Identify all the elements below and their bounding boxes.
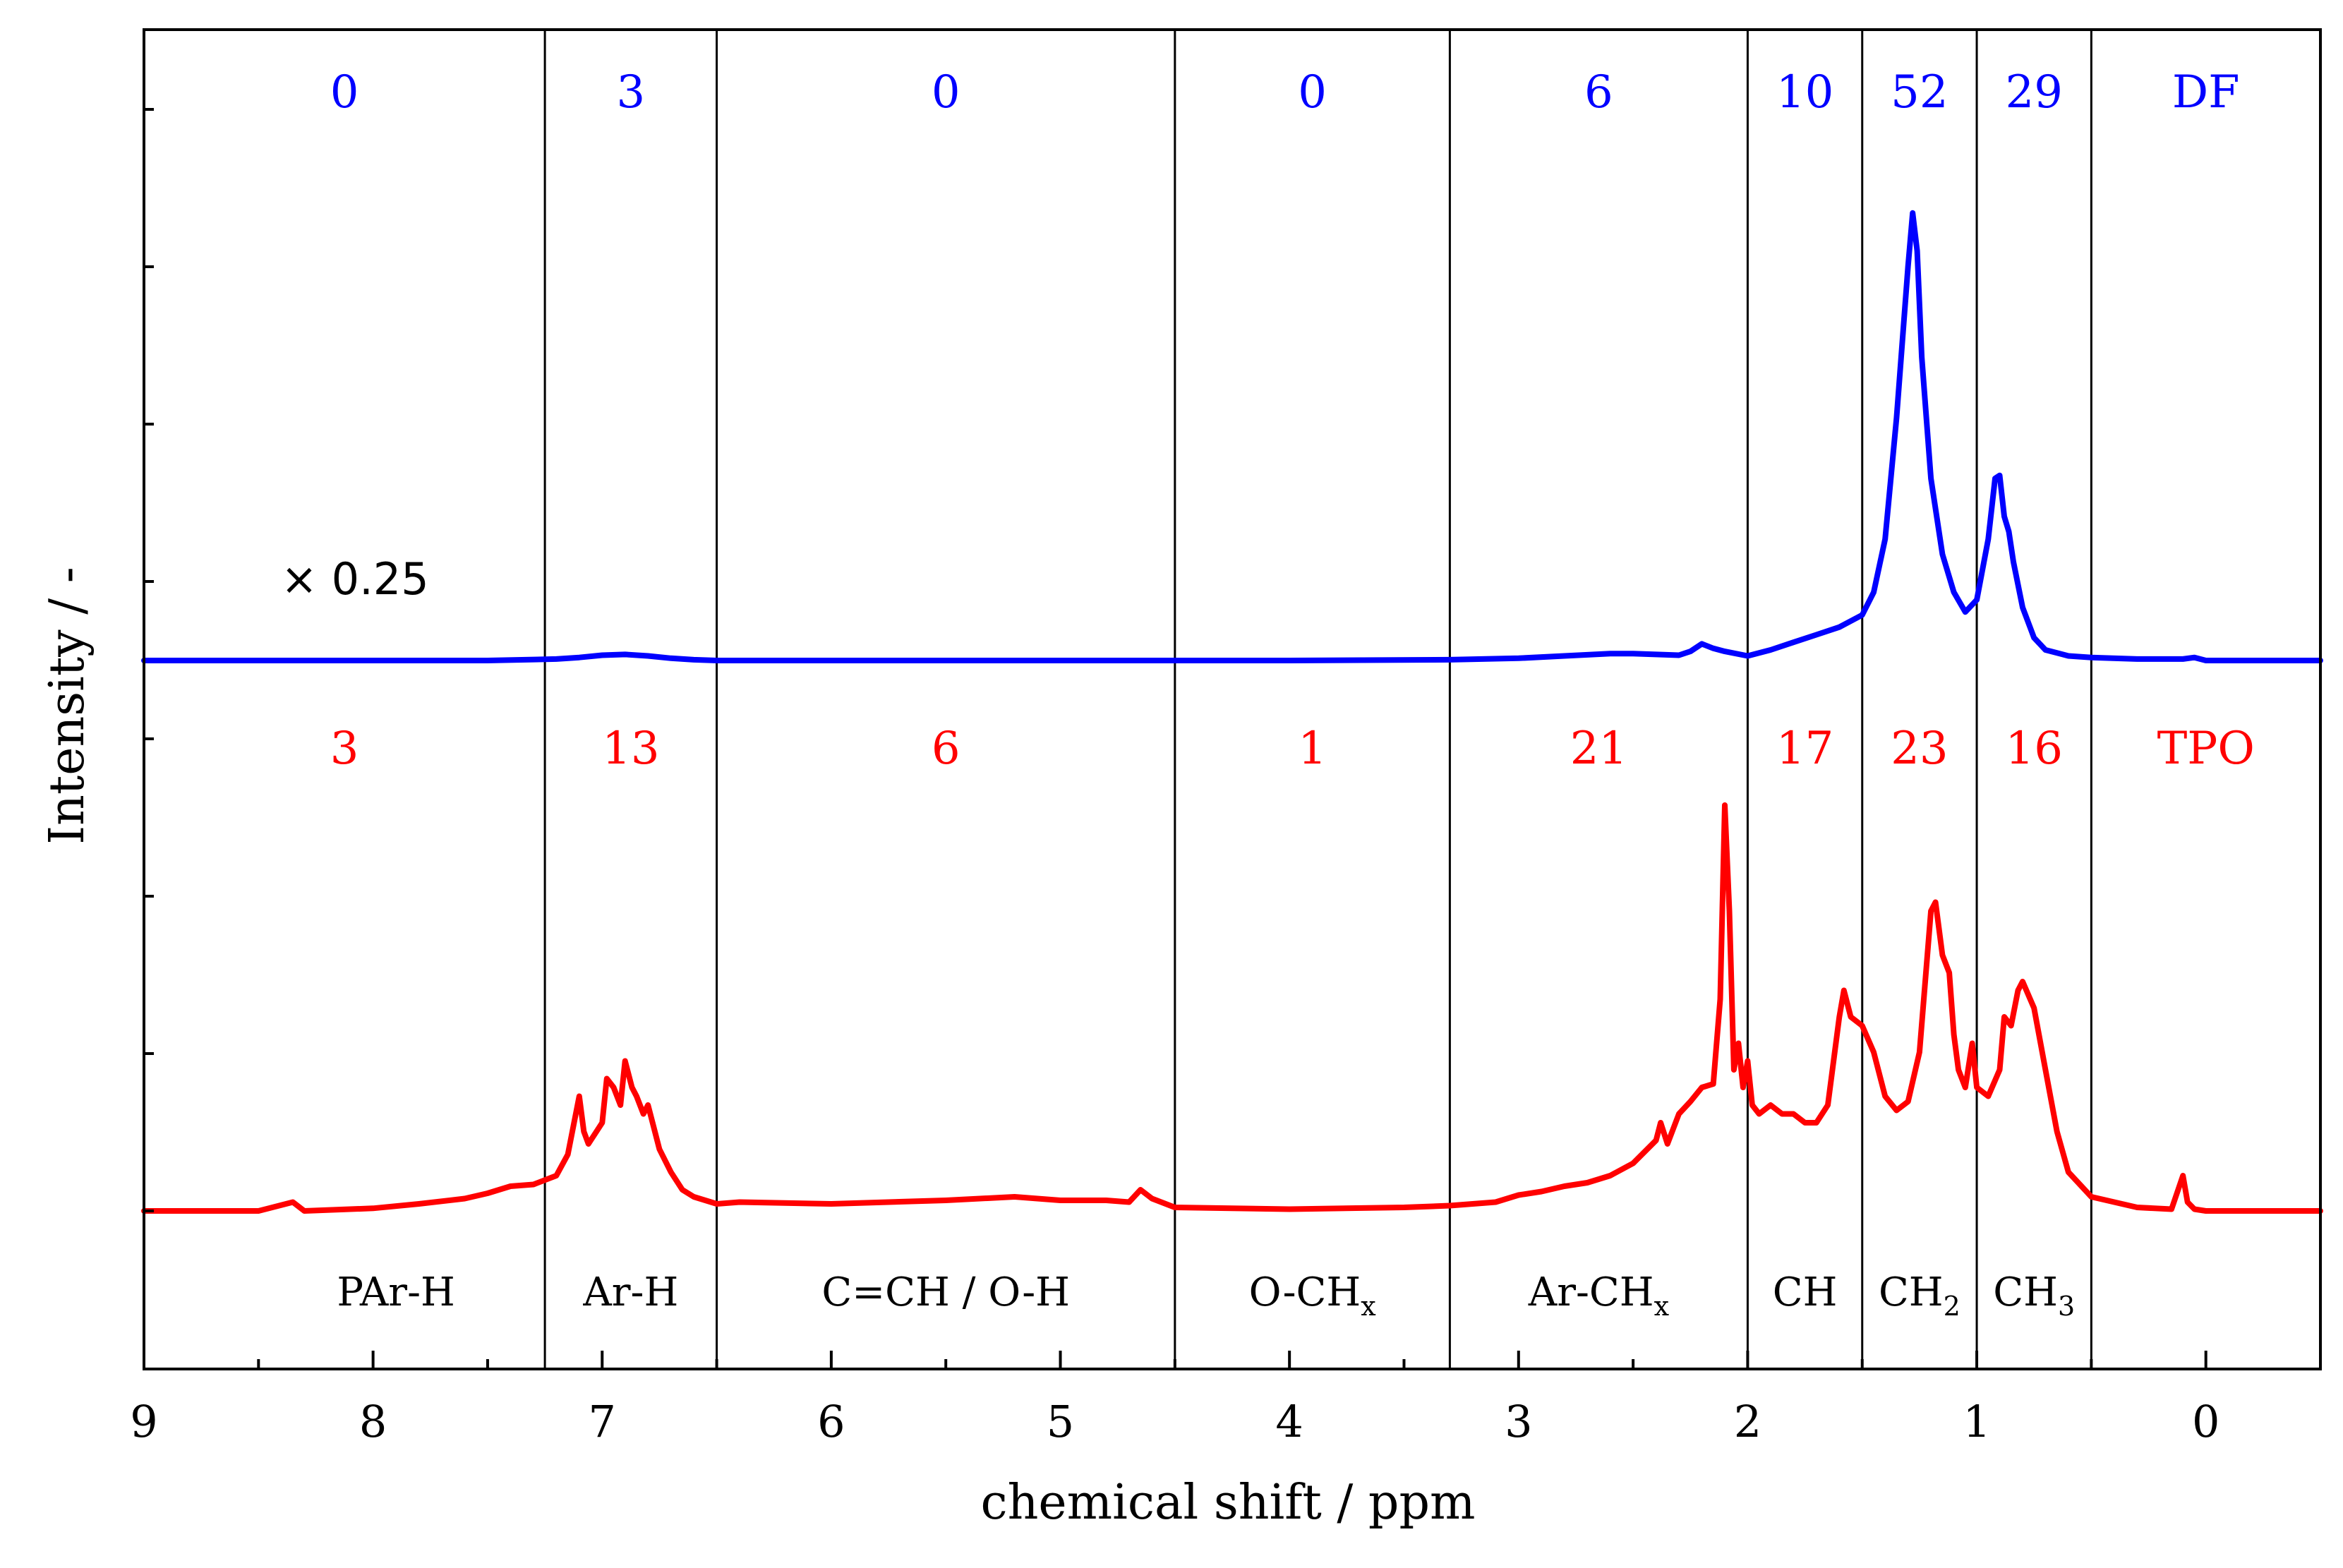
region-count: 0 [330,66,359,119]
region-label: CH [1773,1270,1838,1315]
region-count: 29 [2005,66,2062,119]
region-count: 3 [616,66,645,119]
region-labels: PAr-H Ar-H C=CH / O-H O-CHx Ar-CHx CH CH2 CH3 [337,1270,2075,1322]
region-count: 23 [1891,723,1948,775]
x-tick-label: 0 [2192,1396,2219,1447]
scale-factor-note: × 0.25 [281,553,429,605]
region-count: 13 [602,723,659,775]
region-count: 1 [1298,723,1327,775]
region-dividers [543,30,2092,1369]
region-label: PAr-H [337,1270,455,1315]
region-count: 10 [1776,66,1833,119]
region-label: CH2 [1879,1270,1960,1322]
region-count: 3 [330,723,359,775]
region-label: Ar-CHx [1528,1270,1669,1322]
region-count: 21 [1570,723,1627,775]
series-name-label: TPO [2157,723,2255,775]
y-axis-title: Intensity / - [40,567,95,845]
region-count: 17 [1776,723,1833,775]
region-label-subscript: x [1654,1291,1669,1322]
region-count: 0 [932,66,960,119]
x-tick-label: 8 [359,1396,387,1447]
region-count: 16 [2005,723,2062,775]
region-count: 6 [1584,66,1613,119]
x-tick-label: 3 [1505,1396,1532,1447]
region-label: Ar-H [582,1270,678,1315]
region-label: C=CH / O-H [821,1270,1070,1315]
series-name-label: DF [2172,66,2240,119]
x-tick-label: 1 [1963,1396,1990,1447]
region-count: 0 [1298,66,1327,119]
x-tick-label: 5 [1047,1396,1074,1447]
series-line-df [141,210,2323,663]
x-axis-title: chemical shift / ppm [981,1475,1476,1531]
region-label: O-CHx [1249,1270,1376,1322]
plot-frame [143,28,2322,1370]
x-tick-label: 6 [817,1396,845,1447]
region-label: CH3 [1993,1270,2075,1322]
region-label-subscript: x [1361,1291,1375,1322]
region-label-subscript: 3 [2058,1291,2075,1322]
x-tick-label: 7 [589,1396,616,1447]
x-tick-label: 2 [1734,1396,1761,1447]
spectra [141,210,2323,1214]
region-count: 6 [932,723,960,775]
x-tick-label: 9 [130,1396,157,1447]
series-line-tpo [141,802,2323,1214]
region-label-subscript: 2 [1944,1291,1960,1322]
region-counts: 0 3 0 0 6 10 52 29 DF 3 13 6 1 21 17 23 16 TPO [330,66,2255,775]
x-tick-label: 4 [1275,1396,1303,1447]
region-count: 52 [1891,66,1948,119]
